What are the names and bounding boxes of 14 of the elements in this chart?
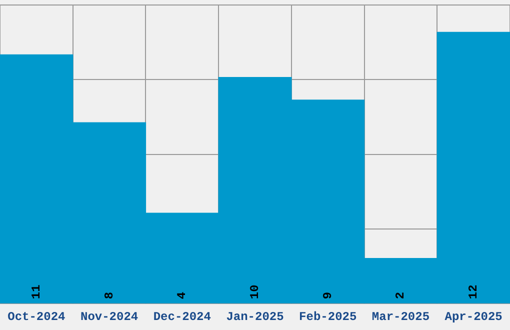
data-label: 12 bbox=[466, 284, 481, 300]
data-label: 2 bbox=[394, 292, 408, 300]
x-tick-label: Apr-2025 bbox=[444, 310, 502, 324]
data-label: 9 bbox=[320, 292, 335, 300]
x-tick-label: Jan-2025 bbox=[226, 310, 284, 324]
x-tick-label: Nov-2024 bbox=[80, 310, 138, 324]
data-label: 4 bbox=[175, 292, 190, 300]
data-label: 8 bbox=[102, 292, 116, 300]
data-label: 11 bbox=[29, 284, 44, 300]
data-label: 10 bbox=[248, 284, 262, 300]
x-tick-label: Dec-2024 bbox=[153, 310, 211, 324]
x-tick-label: Oct-2024 bbox=[8, 310, 66, 324]
x-tick-label: Mar-2025 bbox=[372, 310, 430, 324]
x-tick-label: Feb-2025 bbox=[299, 310, 357, 324]
